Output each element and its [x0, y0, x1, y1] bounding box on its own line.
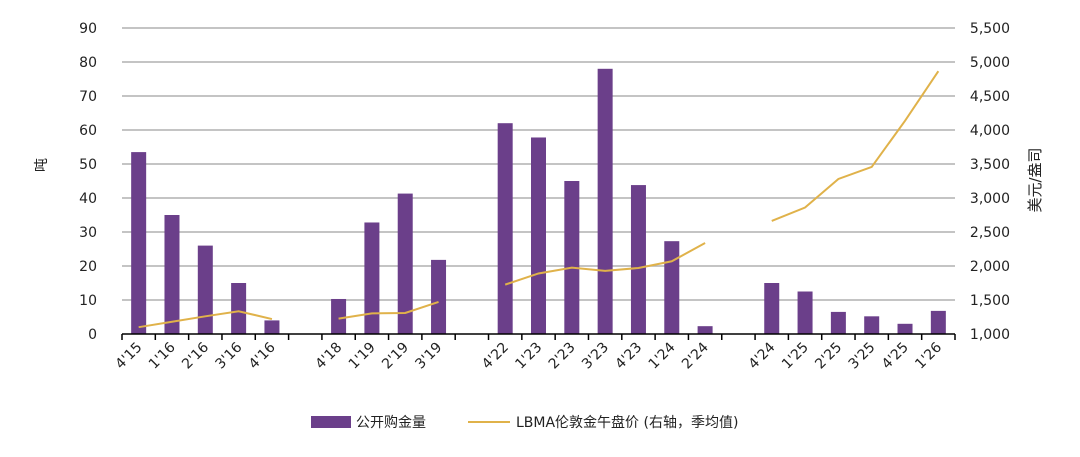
right-tick-label: 3,500	[970, 157, 1010, 173]
bar	[664, 241, 680, 334]
x-tick-label: 2'16	[179, 339, 212, 372]
bar	[431, 259, 447, 334]
bar	[264, 320, 280, 334]
right-axis-label: 美元/盎司	[1026, 147, 1044, 212]
x-tick-label: 2'23	[546, 340, 579, 373]
x-tick-label: 3'16	[213, 339, 246, 372]
bar	[231, 283, 247, 334]
x-tick-label: 1'24	[646, 339, 679, 372]
legend-bar-swatch	[311, 416, 351, 428]
bar-series	[131, 68, 946, 335]
line-series	[138, 70, 940, 329]
x-tick-label: 1'23	[512, 340, 545, 373]
x-tick-label: 2'25	[812, 340, 845, 373]
x-tick-label: 3'19	[412, 340, 445, 373]
bar	[764, 283, 780, 334]
x-tick-label: 1'26	[912, 339, 945, 372]
right-tick-label: 3,000	[970, 191, 1010, 207]
x-tick-label: 1'19	[346, 340, 379, 373]
bar	[197, 245, 213, 334]
x-tick-label: 3'25	[846, 340, 879, 373]
x-tick-label: 2'19	[379, 340, 412, 373]
price-line-segment	[138, 310, 273, 329]
bar	[897, 323, 913, 334]
bar	[697, 326, 713, 334]
bar	[531, 137, 546, 334]
left-tick-label: 20	[79, 259, 97, 275]
legend-line-label: LBMA伦敦金午盘价 (右轴，季均值)	[516, 414, 738, 431]
price-line-segment	[504, 242, 706, 286]
left-axis-label: 吨	[34, 158, 50, 172]
right-tick-label: 4,500	[970, 89, 1010, 105]
bar	[397, 193, 413, 334]
x-tick-label: 4'23	[612, 340, 645, 373]
x-tick-label: 1'16	[146, 339, 179, 372]
left-tick-label: 50	[79, 157, 97, 173]
bar	[164, 215, 180, 334]
bar	[830, 311, 846, 334]
bar	[564, 181, 580, 334]
right-tick-label: 2,000	[970, 259, 1010, 275]
axes: 0 10 20 30 40 50 60 70 80 90 1,000 1,500 2,000 2,500 3…	[79, 21, 1010, 372]
bar	[597, 68, 613, 335]
bar	[630, 185, 646, 334]
bar	[797, 291, 813, 334]
right-tick-label: 2,500	[970, 225, 1010, 241]
left-tick-label: 80	[79, 55, 97, 71]
x-tick-label: 4'25	[879, 340, 912, 373]
legend-bar-label: 公开购金量	[356, 415, 426, 431]
bar	[497, 123, 513, 334]
bar	[331, 298, 347, 334]
x-tick-label: 4'15	[113, 340, 146, 373]
bar	[364, 222, 380, 334]
x-tick-label: 4'22	[479, 340, 512, 373]
right-tick-label: 1,000	[970, 327, 1010, 343]
x-tick-label: 3'23	[579, 340, 612, 373]
right-tick-label: 5,500	[970, 21, 1010, 37]
x-tick-label: 4'16	[246, 339, 279, 372]
legend: 公开购金量 LBMA伦敦金午盘价 (右轴，季均值)	[311, 414, 738, 431]
right-tick-label: 4,000	[970, 123, 1010, 139]
price-line-segment	[338, 300, 439, 320]
left-tick-label: 10	[79, 293, 97, 309]
bar	[131, 152, 147, 334]
left-tick-label: 0	[88, 327, 97, 343]
x-tick-label: 2'24	[679, 339, 712, 372]
right-tick-label: 1,500	[970, 293, 1010, 309]
bar	[864, 316, 880, 334]
price-line-segment	[771, 70, 940, 222]
left-tick-label: 40	[79, 191, 97, 207]
left-tick-label: 70	[79, 89, 97, 105]
left-tick-label: 60	[79, 123, 97, 139]
right-tick-label: 5,000	[970, 55, 1010, 71]
x-tick-label: 4'18	[312, 340, 345, 373]
left-tick-label: 90	[79, 21, 97, 37]
bar	[930, 310, 946, 334]
left-tick-label: 30	[79, 225, 97, 241]
x-tick-label: 4'24	[746, 339, 779, 372]
x-tick-label: 1'25	[779, 340, 812, 373]
